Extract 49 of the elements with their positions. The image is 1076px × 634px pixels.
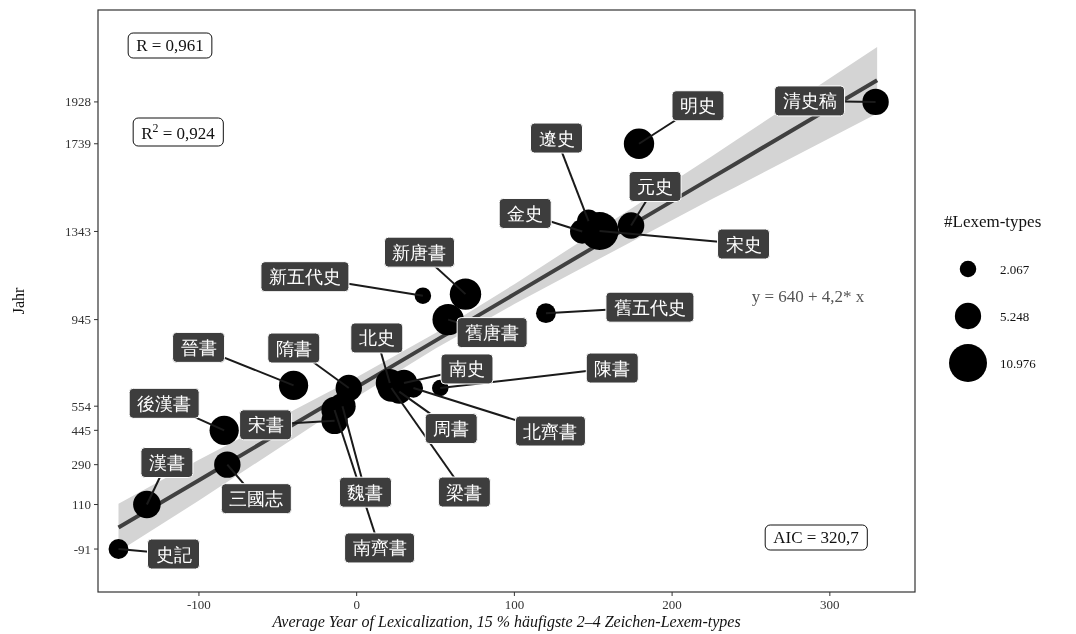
annotation: 宋史 — [725, 234, 762, 255]
annotation: 遼史 — [538, 128, 575, 149]
annotation: 漢書 — [148, 453, 185, 474]
annotation: 三國志 — [229, 489, 284, 510]
annotation: 後漢書 — [137, 393, 192, 414]
annotation: 晉書 — [180, 337, 217, 358]
legend-label: 10.976 — [1000, 355, 1037, 371]
y-tick-label: 1928 — [65, 94, 91, 110]
annotation: 新唐書 — [392, 242, 447, 263]
x-tick-label: 0 — [353, 597, 360, 612]
y-tick-label: 290 — [71, 457, 91, 473]
annotation: 隋書 — [275, 338, 312, 359]
y-tick-label: 1343 — [65, 223, 91, 239]
annotation: 舊唐書 — [465, 323, 520, 344]
annotation: AIC = 320,7 — [773, 528, 860, 547]
annotation: 宋書 — [247, 415, 284, 436]
annotation: 金史 — [507, 203, 544, 224]
annotation: y = 640 + 4,2* x — [751, 287, 865, 306]
annotation: 清史稿 — [782, 91, 837, 112]
annotation: 南齊書 — [352, 538, 407, 559]
y-tick-label: -91 — [73, 541, 91, 557]
annotation: 舊五代史 — [613, 297, 686, 318]
x-tick-label: 200 — [662, 597, 682, 612]
annotation: 陳書 — [594, 358, 631, 379]
annotation: 梁書 — [446, 482, 483, 503]
annotation: R = 0,961 — [136, 36, 204, 55]
legend-label: 2.067 — [1000, 261, 1030, 277]
annotation: 周書 — [433, 419, 470, 440]
x-tick-label: -100 — [187, 597, 211, 612]
legend-label: 5.248 — [1000, 308, 1030, 324]
x-tick-label: 300 — [820, 597, 840, 612]
annotation: 北齊書 — [523, 421, 578, 442]
annotation: 史記 — [155, 544, 192, 565]
y-tick-label: 445 — [71, 422, 91, 438]
annotation: 明史 — [679, 96, 716, 117]
annotation: 南史 — [448, 359, 485, 380]
y-tick-label: 1739 — [65, 136, 91, 152]
y-tick-label: 554 — [71, 398, 92, 414]
legend-title: #Lexem-types — [944, 212, 1042, 231]
annotation: R$^{2}$ = 0,924 — [141, 121, 216, 143]
y-tick-label: 945 — [71, 312, 91, 328]
x-axis-title: Average Year of Lexicalization, 15 % häufigste 2–4 Zeichen-Lexem-types — [271, 613, 741, 631]
x-tick-label: 100 — [504, 597, 525, 612]
annotation: 魏書 — [347, 482, 384, 503]
y-tick-label: 110 — [71, 497, 91, 513]
annotation: 新五代史 — [268, 267, 341, 288]
y-axis-title: Jahr — [10, 287, 27, 315]
annotation: 北史 — [358, 328, 395, 349]
annotation: 元史 — [637, 176, 674, 197]
